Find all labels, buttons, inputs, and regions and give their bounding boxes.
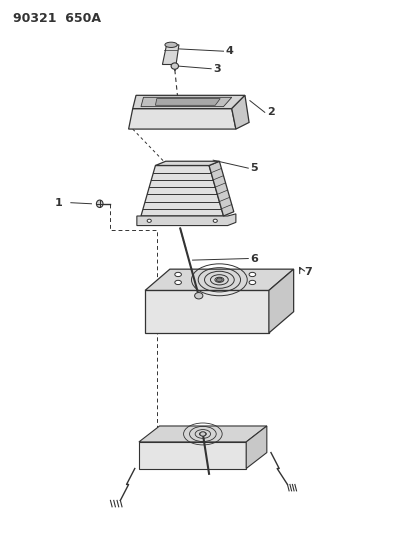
Polygon shape <box>133 95 244 109</box>
Ellipse shape <box>249 272 255 277</box>
Ellipse shape <box>164 42 177 47</box>
Polygon shape <box>139 426 266 442</box>
Text: 2: 2 <box>266 107 274 117</box>
Ellipse shape <box>174 272 181 277</box>
Ellipse shape <box>171 63 178 69</box>
Polygon shape <box>141 98 231 107</box>
Polygon shape <box>145 269 293 290</box>
Ellipse shape <box>199 432 205 436</box>
Polygon shape <box>155 99 220 106</box>
Ellipse shape <box>96 200 103 207</box>
Ellipse shape <box>174 280 181 285</box>
Polygon shape <box>139 442 246 469</box>
Polygon shape <box>155 161 219 165</box>
Text: 90321  650A: 90321 650A <box>13 12 101 26</box>
Polygon shape <box>246 426 266 469</box>
Polygon shape <box>128 109 235 129</box>
Polygon shape <box>145 290 268 333</box>
Ellipse shape <box>249 280 255 285</box>
Polygon shape <box>162 45 178 64</box>
Text: 1: 1 <box>54 198 62 208</box>
Ellipse shape <box>216 278 222 281</box>
Polygon shape <box>231 95 249 129</box>
Polygon shape <box>268 269 293 333</box>
Polygon shape <box>137 214 235 225</box>
Polygon shape <box>141 165 223 216</box>
Polygon shape <box>209 161 233 216</box>
Ellipse shape <box>213 219 217 222</box>
Text: 7: 7 <box>303 267 311 277</box>
Text: 3: 3 <box>213 64 220 74</box>
Text: 6: 6 <box>250 254 258 263</box>
Text: 4: 4 <box>225 46 233 56</box>
Text: 5: 5 <box>250 163 257 173</box>
Ellipse shape <box>194 293 202 299</box>
Ellipse shape <box>147 219 151 222</box>
